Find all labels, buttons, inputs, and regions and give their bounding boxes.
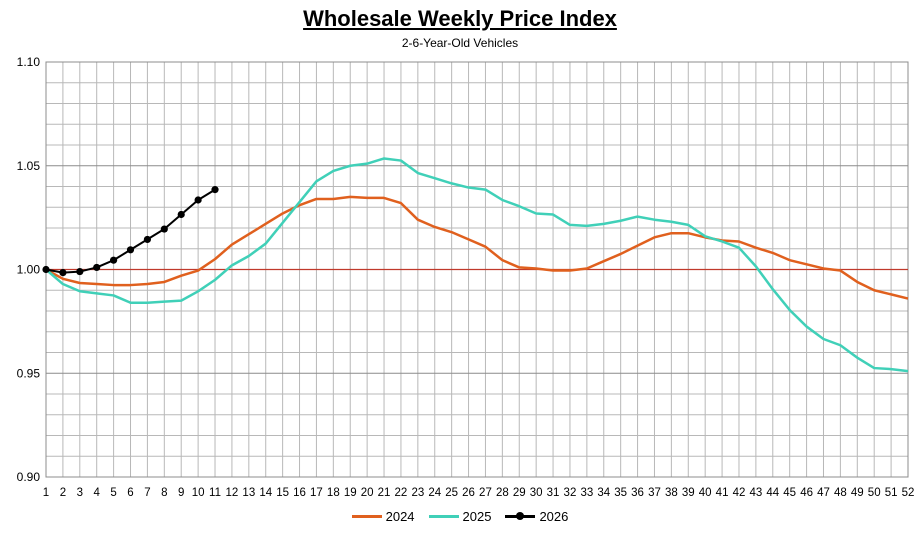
x-tick-label: 47 bbox=[817, 487, 830, 499]
chart-subtitle: 2-6-Year-Old Vehicles bbox=[401, 36, 519, 50]
x-tick-label: 16 bbox=[293, 487, 306, 499]
x-axis: 1 2 3 4 5 6 7 8 9 10 11 12 13 14 15 16 17 18 19 20 21 22 23 24 2… bbox=[43, 487, 915, 499]
x-tick-label: 23 bbox=[411, 487, 424, 499]
legend-item-2024: 2024 bbox=[351, 509, 415, 524]
legend-swatch-2026 bbox=[505, 512, 536, 520]
series-line-2024 bbox=[45, 195, 909, 300]
x-tick-label: 30 bbox=[530, 487, 543, 499]
x-tick-label: 41 bbox=[716, 487, 729, 499]
legend-label-2025: 2025 bbox=[462, 509, 492, 524]
x-tick-label: 13 bbox=[242, 487, 255, 499]
x-tick-label: 28 bbox=[496, 487, 509, 499]
x-tick-label: 27 bbox=[479, 487, 492, 499]
y-axis: 0.90 0.95 1.00 1.05 1.10 bbox=[17, 55, 41, 484]
legend-swatch-2024 bbox=[351, 515, 382, 518]
x-tick-label: 25 bbox=[445, 487, 458, 499]
y-tick-label: 0.90 bbox=[17, 470, 41, 484]
x-tick-label: 35 bbox=[614, 487, 627, 499]
x-tick-label: 34 bbox=[597, 487, 610, 499]
x-tick-label: 15 bbox=[276, 487, 289, 499]
y-tick-label: 1.05 bbox=[17, 159, 41, 173]
x-tick-label: 51 bbox=[885, 487, 898, 499]
x-tick-label: 12 bbox=[226, 487, 239, 499]
series-point-2026 bbox=[143, 235, 152, 244]
x-tick-label: 5 bbox=[110, 487, 116, 499]
x-tick-label: 36 bbox=[631, 487, 644, 499]
series-line-2025 bbox=[45, 157, 909, 373]
chart-title: Wholesale Weekly Price Index bbox=[303, 6, 617, 31]
x-tick-label: 6 bbox=[127, 487, 133, 499]
x-tick-label: 11 bbox=[209, 487, 221, 499]
legend-label-2026: 2026 bbox=[539, 509, 569, 524]
legend-swatch-2025 bbox=[428, 515, 459, 518]
series-point-2026 bbox=[194, 196, 202, 204]
series-point-2026 bbox=[59, 269, 67, 277]
x-tick-label: 1 bbox=[43, 487, 49, 499]
x-tick-label: 20 bbox=[361, 487, 374, 499]
x-tick-label: 52 bbox=[902, 487, 915, 499]
series-point-2026 bbox=[110, 256, 118, 264]
x-tick-label: 50 bbox=[868, 487, 881, 499]
legend-label-2024: 2024 bbox=[385, 509, 415, 524]
x-tick-label: 24 bbox=[428, 487, 441, 499]
x-tick-label: 22 bbox=[395, 487, 408, 499]
x-tick-label: 46 bbox=[800, 487, 813, 499]
legend: 2024 2025 2026 bbox=[0, 509, 920, 524]
x-tick-label: 18 bbox=[327, 487, 340, 499]
x-tick-label: 32 bbox=[564, 487, 577, 499]
x-tick-label: 21 bbox=[378, 487, 391, 499]
x-tick-label: 7 bbox=[144, 487, 150, 499]
x-tick-label: 33 bbox=[580, 487, 593, 499]
x-tick-label: 8 bbox=[161, 487, 167, 499]
x-tick-label: 14 bbox=[259, 487, 272, 499]
series-point-2026 bbox=[42, 265, 50, 274]
series-point-2026 bbox=[126, 246, 135, 254]
x-tick-label: 3 bbox=[77, 487, 83, 499]
x-tick-label: 45 bbox=[783, 487, 796, 499]
x-tick-label: 31 bbox=[547, 487, 560, 499]
legend-item-2025: 2025 bbox=[428, 509, 492, 524]
x-tick-label: 40 bbox=[699, 487, 712, 499]
x-tick-label: 44 bbox=[766, 487, 779, 499]
series-point-2026 bbox=[76, 267, 84, 276]
x-tick-label: 9 bbox=[178, 487, 184, 499]
series-point-2026 bbox=[211, 186, 219, 194]
x-tick-label: 19 bbox=[344, 487, 357, 499]
x-tick-label: 43 bbox=[749, 487, 762, 499]
series-point-2026 bbox=[177, 210, 185, 219]
x-tick-label: 37 bbox=[648, 487, 661, 499]
y-tick-label: 1.10 bbox=[17, 55, 41, 69]
x-tick-label: 17 bbox=[310, 487, 323, 499]
x-tick-label: 49 bbox=[851, 487, 864, 499]
series-point-2026 bbox=[160, 225, 168, 233]
x-tick-label: 39 bbox=[682, 487, 695, 499]
x-tick-label: 10 bbox=[192, 487, 205, 499]
x-tick-label: 42 bbox=[733, 487, 746, 499]
y-tick-label: 0.95 bbox=[17, 366, 41, 380]
x-tick-label: 48 bbox=[834, 487, 847, 499]
x-tick-label: 26 bbox=[462, 487, 475, 499]
y-tick-label: 1.00 bbox=[17, 263, 41, 277]
x-tick-label: 2 bbox=[60, 487, 66, 499]
series-group bbox=[42, 157, 909, 373]
x-tick-label: 29 bbox=[513, 487, 526, 499]
legend-item-2026: 2026 bbox=[505, 509, 568, 524]
series-point-2026 bbox=[93, 263, 101, 272]
x-tick-label: 4 bbox=[94, 487, 101, 499]
x-tick-label: 38 bbox=[665, 487, 678, 499]
